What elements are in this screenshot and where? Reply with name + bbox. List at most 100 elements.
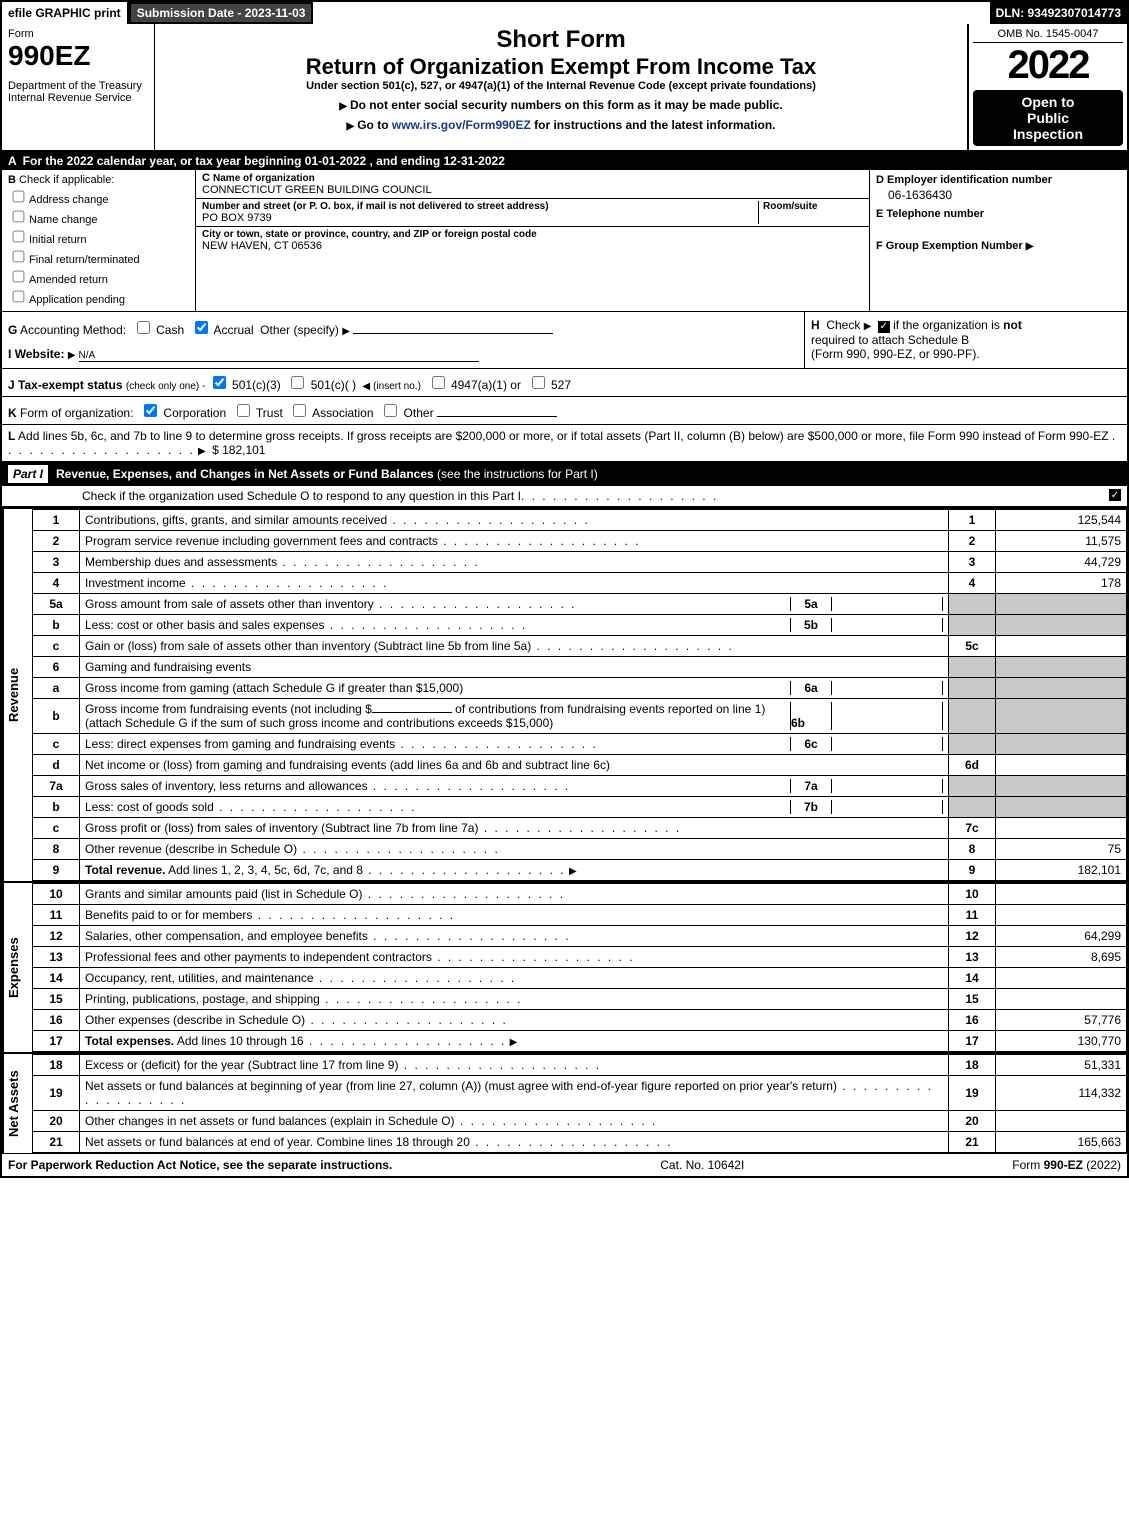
open-public-box: Open to Public Inspection — [973, 90, 1123, 146]
arrow-icon — [68, 347, 79, 361]
line-20: 20Other changes in net assets or fund ba… — [33, 1111, 1127, 1132]
l-text: Add lines 5b, 6c, and 7b to line 9 to de… — [18, 429, 1109, 443]
irs-link[interactable]: www.irs.gov/Form990EZ — [392, 118, 531, 132]
short-form-title: Short Form — [159, 26, 963, 54]
footer-right: Form 990-EZ (2022) — [1012, 1158, 1121, 1172]
chk-application-pending[interactable]: Application pending — [8, 287, 189, 306]
goto-prefix: Go to — [357, 118, 392, 132]
section-g-h: G Accounting Method: Cash Accrual Other … — [2, 312, 1127, 369]
line-5b: bLess: cost or other basis and sales exp… — [33, 615, 1127, 636]
arrow-icon — [1026, 240, 1037, 252]
website-label: Website: — [15, 347, 65, 361]
h-check: Check — [826, 318, 860, 332]
section-a: A For the 2022 calendar year, or tax yea… — [2, 152, 1127, 170]
section-b-c-d: B Check if applicable: Address change Na… — [2, 170, 1127, 312]
part-1-header: Part I Revenue, Expenses, and Changes in… — [2, 462, 1127, 486]
other-specify-line — [353, 333, 553, 334]
line-11: 11Benefits paid to or for members11 — [33, 905, 1127, 926]
arrow-icon — [342, 323, 353, 337]
form-number: 990EZ — [8, 40, 148, 72]
line-17: 17Total expenses. Add lines 10 through 1… — [33, 1031, 1127, 1052]
header: Form 990EZ Department of the Treasury In… — [2, 24, 1127, 152]
dept-treasury: Department of the Treasury — [8, 80, 148, 92]
arrow-icon — [347, 118, 358, 132]
chk-initial-return[interactable]: Initial return — [8, 227, 189, 246]
inspection: Inspection — [977, 126, 1119, 142]
submission-date: Submission Date - 2023-11-03 — [129, 2, 314, 24]
revenue-rotated-label: Revenue — [2, 509, 32, 881]
line-21: 21Net assets or fund balances at end of … — [33, 1132, 1127, 1153]
h-text: if the organization is — [893, 318, 1000, 332]
room-label: Room/suite — [763, 201, 863, 212]
line-16: 16Other expenses (describe in Schedule O… — [33, 1010, 1127, 1031]
part-1-badge: Part I — [8, 465, 48, 483]
chk-final-return[interactable]: Final return/terminated — [8, 247, 189, 266]
chk-4947[interactable] — [432, 376, 445, 389]
chk-amended-return[interactable]: Amended return — [8, 267, 189, 286]
chk-527[interactable] — [532, 376, 545, 389]
k-label: Form of organization: — [20, 406, 133, 420]
arrow-icon — [198, 443, 209, 457]
return-title: Return of Organization Exempt From Incom… — [159, 54, 963, 80]
ein-label: Employer identification number — [887, 174, 1052, 186]
chk-501c[interactable] — [291, 376, 304, 389]
form-word: Form — [8, 28, 34, 40]
other-line — [437, 416, 557, 417]
line-3: 3Membership dues and assessments344,729 — [33, 552, 1127, 573]
arrow-icon — [569, 863, 580, 877]
h-not: not — [1003, 318, 1022, 332]
h-line3: (Form 990, 990-EZ, or 990-PF). — [811, 347, 1121, 361]
g-label: Accounting Method: — [20, 323, 126, 337]
line-7c: cGross profit or (loss) from sales of in… — [33, 818, 1127, 839]
arrow-icon — [339, 98, 350, 112]
footer: For Paperwork Reduction Act Notice, see … — [2, 1153, 1127, 1176]
line-6b: bGross income from fundraising events (n… — [33, 699, 1127, 734]
line-19: 19Net assets or fund balances at beginni… — [33, 1076, 1127, 1111]
schedule-o-checkbox[interactable]: ✓ — [1109, 489, 1121, 501]
chk-address-change[interactable]: Address change — [8, 187, 189, 206]
line-18: 18Excess or (deficit) for the year (Subt… — [33, 1055, 1127, 1076]
line-6: 6Gaming and fundraising events — [33, 657, 1127, 678]
line-6c: cLess: direct expenses from gaming and f… — [33, 734, 1127, 755]
line-12: 12Salaries, other compensation, and empl… — [33, 926, 1127, 947]
footer-left: For Paperwork Reduction Act Notice, see … — [8, 1158, 392, 1172]
chk-501c3[interactable] — [213, 376, 226, 389]
topbar-spacer — [313, 2, 989, 24]
chk-trust[interactable] — [237, 404, 250, 417]
part-1-check-text: Check if the organization used Schedule … — [82, 489, 521, 503]
expenses-section: Expenses 10Grants and similar amounts pa… — [2, 881, 1127, 1052]
chk-cash[interactable] — [137, 321, 150, 334]
street-label: Number and street (or P. O. box, if mail… — [202, 201, 758, 212]
chk-accrual[interactable] — [195, 321, 208, 334]
column-d-e-f: D Employer identification number 06-1636… — [869, 170, 1127, 311]
section-a-text: For the 2022 calendar year, or tax year … — [23, 154, 505, 168]
line-2: 2Program service revenue including gover… — [33, 531, 1127, 552]
header-left: Form 990EZ Department of the Treasury In… — [2, 24, 155, 150]
chk-name-change[interactable]: Name change — [8, 207, 189, 226]
chk-association[interactable] — [293, 404, 306, 417]
org-name: CONNECTICUT GREEN BUILDING COUNCIL — [202, 184, 863, 196]
chk-other[interactable] — [384, 404, 397, 417]
ein-value: 06-1636430 — [876, 186, 1121, 208]
form-990ez: efile GRAPHIC print Submission Date - 20… — [0, 0, 1129, 1178]
line-6a: aGross income from gaming (attach Schedu… — [33, 678, 1127, 699]
line-9: 9Total revenue. Add lines 1, 2, 3, 4, 5c… — [33, 860, 1127, 881]
part-1-note: (see the instructions for Part I) — [437, 467, 598, 481]
j-note: (check only one) - — [126, 381, 205, 392]
column-c: C Name of organization CONNECTICUT GREEN… — [196, 170, 869, 311]
expenses-table: 10Grants and similar amounts paid (list … — [32, 883, 1127, 1052]
net-assets-section: Net Assets 18Excess or (deficit) for the… — [2, 1052, 1127, 1153]
group-exemption-label: Group Exemption Number — [886, 240, 1023, 252]
j-label: Tax-exempt status — [18, 378, 122, 392]
chk-corporation[interactable] — [144, 404, 157, 417]
ssn-note: Do not enter social security numbers on … — [350, 98, 783, 112]
section-g: G Accounting Method: Cash Accrual Other … — [2, 312, 804, 368]
revenue-table: 1Contributions, gifts, grants, and simil… — [32, 509, 1127, 881]
city: NEW HAVEN, CT 06536 — [202, 240, 863, 252]
line-7a: 7aGross sales of inventory, less returns… — [33, 776, 1127, 797]
h-checkbox[interactable]: ✓ — [878, 321, 890, 333]
line-1: 1Contributions, gifts, grants, and simil… — [33, 510, 1127, 531]
section-h: H Check ✓ if the organization is not req… — [804, 312, 1127, 368]
net-assets-table: 18Excess or (deficit) for the year (Subt… — [32, 1054, 1127, 1153]
line-7b: bLess: cost of goods sold7b — [33, 797, 1127, 818]
